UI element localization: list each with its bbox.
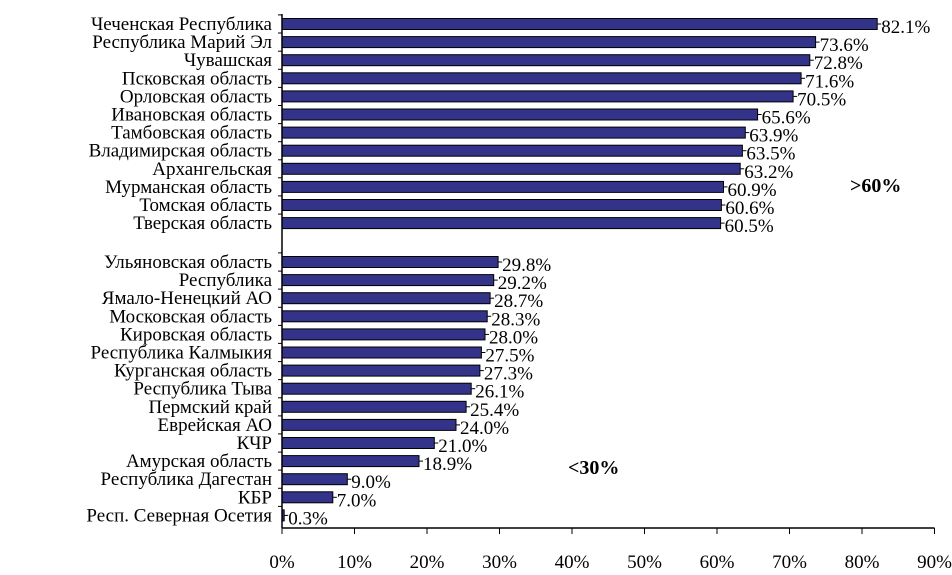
bar xyxy=(281,36,817,49)
value-label: 28.7% xyxy=(494,291,543,312)
value-label: 63.2% xyxy=(744,162,793,183)
value-label: 25.4% xyxy=(470,400,519,421)
value-label: 27.5% xyxy=(485,346,534,367)
category-label: Томская область xyxy=(139,195,272,216)
category-label: Псковская область xyxy=(122,68,272,89)
bar xyxy=(281,199,722,211)
x-tick-label: 30% xyxy=(482,552,517,573)
value-label: 28.0% xyxy=(489,327,538,348)
category-label: Архангельская xyxy=(152,159,272,180)
bar xyxy=(281,364,481,377)
group-label: <30% xyxy=(568,457,619,479)
bar xyxy=(281,144,743,157)
value-label: 7.0% xyxy=(337,490,377,511)
bar xyxy=(281,126,746,139)
x-tick-label: 90% xyxy=(917,552,952,573)
bar xyxy=(281,162,741,175)
value-label: 82.1% xyxy=(881,17,930,38)
value-label: 24.0% xyxy=(460,418,509,439)
category-label: Владимирская область xyxy=(89,141,273,162)
bar xyxy=(281,292,491,305)
value-label: 63.5% xyxy=(746,144,795,165)
value-label: 28.3% xyxy=(491,309,540,330)
bar xyxy=(281,180,724,193)
bar xyxy=(281,18,878,30)
bar xyxy=(281,491,334,504)
x-tick-label: 20% xyxy=(410,552,445,573)
bar xyxy=(281,473,348,486)
category-label: Респ. Северная Осетия xyxy=(86,505,272,526)
axis-layer: 0% 10% 20% 30% 40% 50% 60% 70% 80% 90% xyxy=(269,14,952,573)
category-label: Тамбовская область xyxy=(111,123,272,144)
category-label: Курганская область xyxy=(114,361,272,382)
category-label: Ямало-Ненецкий АО xyxy=(102,288,272,309)
value-label: 70.5% xyxy=(797,89,846,110)
category-label: Республика Калмыкия xyxy=(91,343,273,364)
bar xyxy=(281,418,457,431)
category-label: Ивановская область xyxy=(111,105,272,126)
value-label: 27.3% xyxy=(484,364,533,385)
value-label: 73.6% xyxy=(820,35,869,56)
x-tick-label: 70% xyxy=(772,552,807,573)
value-label: 9.0% xyxy=(351,472,391,493)
category-label: Орловская область xyxy=(120,86,272,107)
bar xyxy=(281,310,488,323)
category-label: Еврейская АО xyxy=(158,415,272,436)
value-label: 63.9% xyxy=(749,126,798,147)
bar xyxy=(281,217,722,230)
bar xyxy=(281,400,467,413)
category-label: Московская область xyxy=(109,306,272,327)
value-label: 60.9% xyxy=(728,180,777,201)
labels-layer: Чеченская Республика 82.1% Республика Мари… xyxy=(86,14,930,529)
category-label: Мурманская область xyxy=(105,177,272,198)
bar xyxy=(281,328,486,341)
bar xyxy=(281,455,420,468)
category-label: Чеченская Республика xyxy=(91,14,273,35)
x-tick-label: 40% xyxy=(555,552,590,573)
bar xyxy=(281,346,482,359)
bar xyxy=(281,54,811,67)
x-tick-label: 80% xyxy=(845,552,880,573)
value-label: 18.9% xyxy=(423,454,472,475)
bars-layer xyxy=(281,18,878,522)
value-label: 71.6% xyxy=(805,71,854,92)
value-label: 65.6% xyxy=(762,108,811,129)
x-tick-label: 60% xyxy=(700,552,735,573)
category-label: Республика Дагестан xyxy=(101,469,272,490)
category-label: Пермский край xyxy=(149,397,272,418)
value-label: 29.8% xyxy=(502,255,551,276)
bar xyxy=(281,256,499,268)
bar xyxy=(281,108,759,121)
value-label: 26.1% xyxy=(475,382,524,403)
value-label: 60.6% xyxy=(725,198,774,219)
bar xyxy=(281,437,435,449)
value-label: 72.8% xyxy=(814,53,863,74)
x-tick-label: 0% xyxy=(269,552,295,573)
bar xyxy=(281,382,472,395)
category-label: КБР xyxy=(238,487,272,508)
category-label: Республика Тыва xyxy=(133,379,272,400)
category-label: Ульяновская область xyxy=(104,252,272,273)
value-label: 29.2% xyxy=(498,273,547,294)
bar xyxy=(281,72,802,85)
x-tick-label: 50% xyxy=(627,552,662,573)
value-label: 21.0% xyxy=(438,436,487,457)
category-label: Республика xyxy=(179,270,273,291)
category-label: Чувашская xyxy=(184,50,272,71)
bar xyxy=(281,90,794,103)
category-label: Кировская область xyxy=(120,324,272,345)
category-label: Тверская область xyxy=(133,213,272,234)
group-label: >60% xyxy=(850,175,901,197)
value-label: 0.3% xyxy=(288,508,328,529)
category-label: Республика Марий Эл xyxy=(92,32,272,53)
category-label: Амурская область xyxy=(126,451,272,472)
x-tick-label: 10% xyxy=(337,552,372,573)
category-label: КЧР xyxy=(237,433,272,454)
bar xyxy=(281,274,495,287)
value-label: 60.5% xyxy=(725,216,774,237)
